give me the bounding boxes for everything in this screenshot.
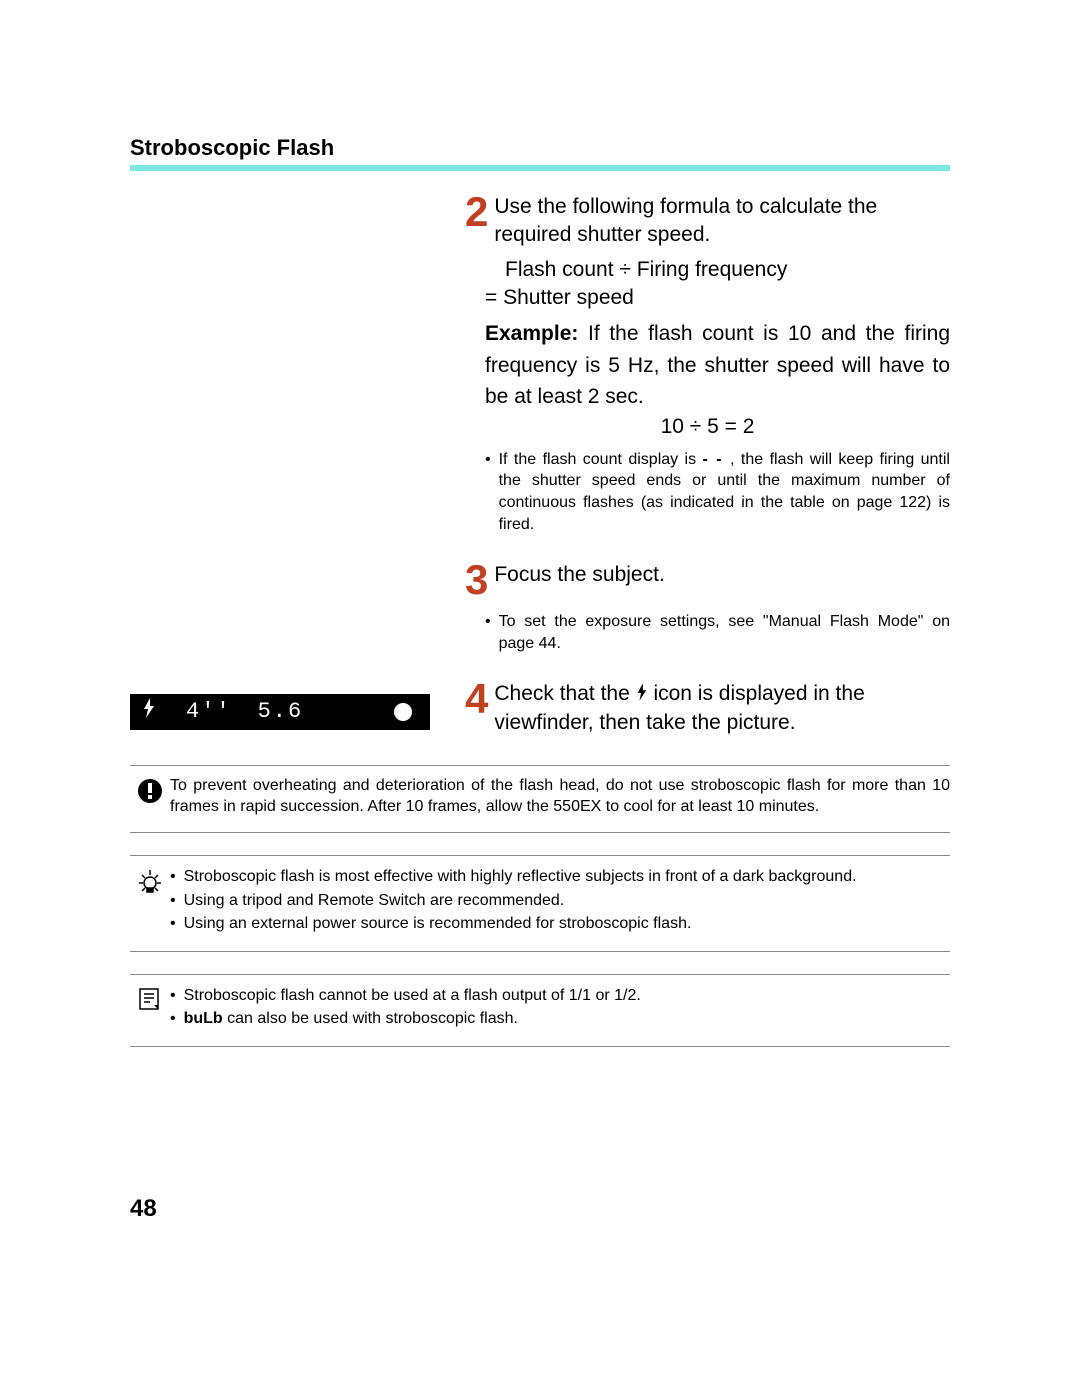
step-3-title: Focus the subject. [494,559,664,589]
warning-text: To prevent overheating and deterioration… [170,776,950,818]
tip-item: •Stroboscopic flash is most effective wi… [170,866,857,888]
heading-underline [130,165,950,171]
step-3-bullet-text: To set the exposure settings, see "Manua… [499,611,950,654]
focus-confirm-icon [394,703,412,721]
dash-icon: - - [703,449,724,471]
section-heading: Stroboscopic Flash [130,135,950,171]
bullet-dot: • [485,611,491,654]
flash-icon [636,681,648,709]
step-2-bullet: • If the flash count display is - - , th… [485,449,950,535]
step-3-number: 3 [465,559,488,601]
notes-box: •Stroboscopic flash cannot be used at a … [130,974,950,1047]
step-3-image-area [130,559,465,654]
page-number: 48 [130,1195,157,1223]
page-content: Stroboscopic Flash 2 Use the following f… [0,0,1080,1047]
example-calc: 10 ÷ 5 = 2 [465,415,950,439]
flash-icon [142,698,156,725]
bullet-pre: If the flash count display is [499,451,703,468]
formula-line-1: Flash count ÷ Firing frequency [505,256,950,284]
warning-icon [130,776,170,818]
step-2-image-area [130,191,465,535]
notes-list: •Stroboscopic flash cannot be used at a … [170,985,641,1032]
heading-text: Stroboscopic Flash [130,135,950,165]
tip-list: •Stroboscopic flash is most effective wi… [170,866,857,937]
warning-box: To prevent overheating and deterioration… [130,765,950,833]
step-3: 3 Focus the subject. • To set the exposu… [130,559,950,654]
bullet-dot: • [485,449,491,535]
step-4-image-area: 4'' 5.6 [130,686,465,730]
example-block: Example: If the flash count is 10 and th… [485,318,950,413]
tip-item: •Using a tripod and Remote Switch are re… [170,890,857,912]
viewfinder-display: 4'' 5.6 [130,694,430,730]
step-4-title: Check that the icon is displayed in the … [494,678,950,737]
tip-box: •Stroboscopic flash is most effective wi… [130,855,950,952]
step-3-bullet: • To set the exposure settings, see "Man… [485,611,950,654]
notes-item: •buLb can also be used with stroboscopic… [170,1008,641,1030]
step-4: 4'' 5.6 4 Check that the icon is display… [130,678,950,737]
step-2-title: Use the following formula to calculate t… [494,191,950,250]
step-4-title-pre: Check that the [494,682,635,705]
step-2-number: 2 [465,191,488,233]
step-4-number: 4 [465,678,488,720]
step-2: 2 Use the following formula to calculate… [130,191,950,535]
viewfinder-shutter: 4'' [186,699,232,724]
example-label: Example: [485,322,578,345]
lightbulb-icon [130,866,170,937]
formula-line-2: = Shutter speed [485,284,950,312]
notes-icon [130,985,170,1032]
viewfinder-aperture: 5.6 [258,699,304,724]
tip-item: •Using an external power source is recom… [170,913,857,935]
notes-item: •Stroboscopic flash cannot be used at a … [170,985,641,1007]
